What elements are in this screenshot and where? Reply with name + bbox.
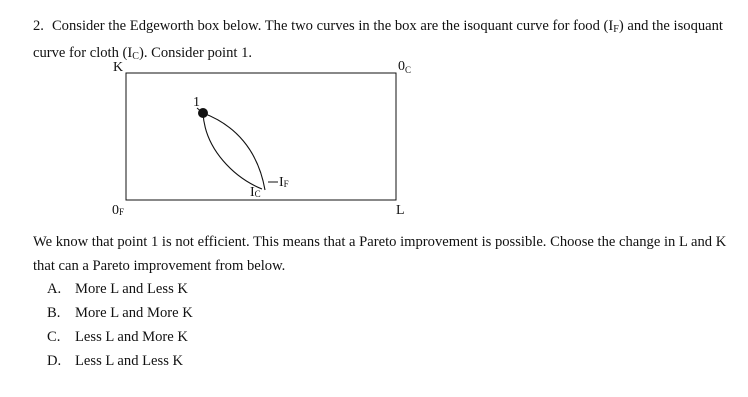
body-text: We know that point 1 is not efficient. T… — [33, 234, 727, 274]
origin-label: 0F — [112, 203, 124, 218]
question-text: Consider the Edgeworth box below. The tw… — [51, 18, 614, 34]
subscript: C — [405, 65, 411, 75]
question: 2. Consider the Edgeworth box below. The … — [33, 15, 738, 68]
option-text: More L and More K — [75, 305, 193, 321]
question-text: ) and the isoquant curve for cloth (I — [33, 18, 723, 61]
isoquant-curve — [202, 112, 263, 190]
question-number: 2. — [33, 18, 44, 34]
point-label: 1 — [193, 95, 200, 110]
curve-base: I — [279, 175, 284, 190]
curve-label: IC — [250, 185, 261, 200]
axis-label: K — [113, 60, 123, 75]
option: C. Less L and More K — [47, 329, 188, 346]
axis-label: L — [396, 203, 405, 218]
subscript: F — [613, 24, 619, 35]
question-text: ). Consider point 1. — [138, 44, 253, 61]
curve-label: IF — [279, 175, 289, 190]
subscript: F — [119, 207, 124, 217]
isoquant-curve — [202, 112, 266, 191]
option-text: More L and Less K — [75, 281, 188, 297]
option-letter: B. — [47, 305, 61, 321]
option-letter: C. — [47, 329, 61, 345]
option-text: Less L and Less K — [75, 353, 184, 369]
option: D. Less L and Less K — [47, 353, 183, 370]
option-text: Less L and More K — [75, 329, 188, 345]
origin-base: 0 — [112, 203, 119, 218]
option-letter: D. — [47, 353, 62, 369]
curve-base: I — [250, 185, 255, 200]
option-letter: A. — [47, 281, 62, 297]
subscript: F — [284, 179, 289, 189]
option: A. More L and Less K — [47, 281, 188, 298]
subscript: C — [255, 189, 261, 199]
origin-base: 0 — [398, 59, 405, 74]
origin-label: 0C — [398, 59, 411, 75]
box — [125, 72, 397, 201]
option: B. More L and More K — [47, 305, 193, 322]
subscript: C — [132, 50, 139, 62]
point — [198, 108, 208, 118]
